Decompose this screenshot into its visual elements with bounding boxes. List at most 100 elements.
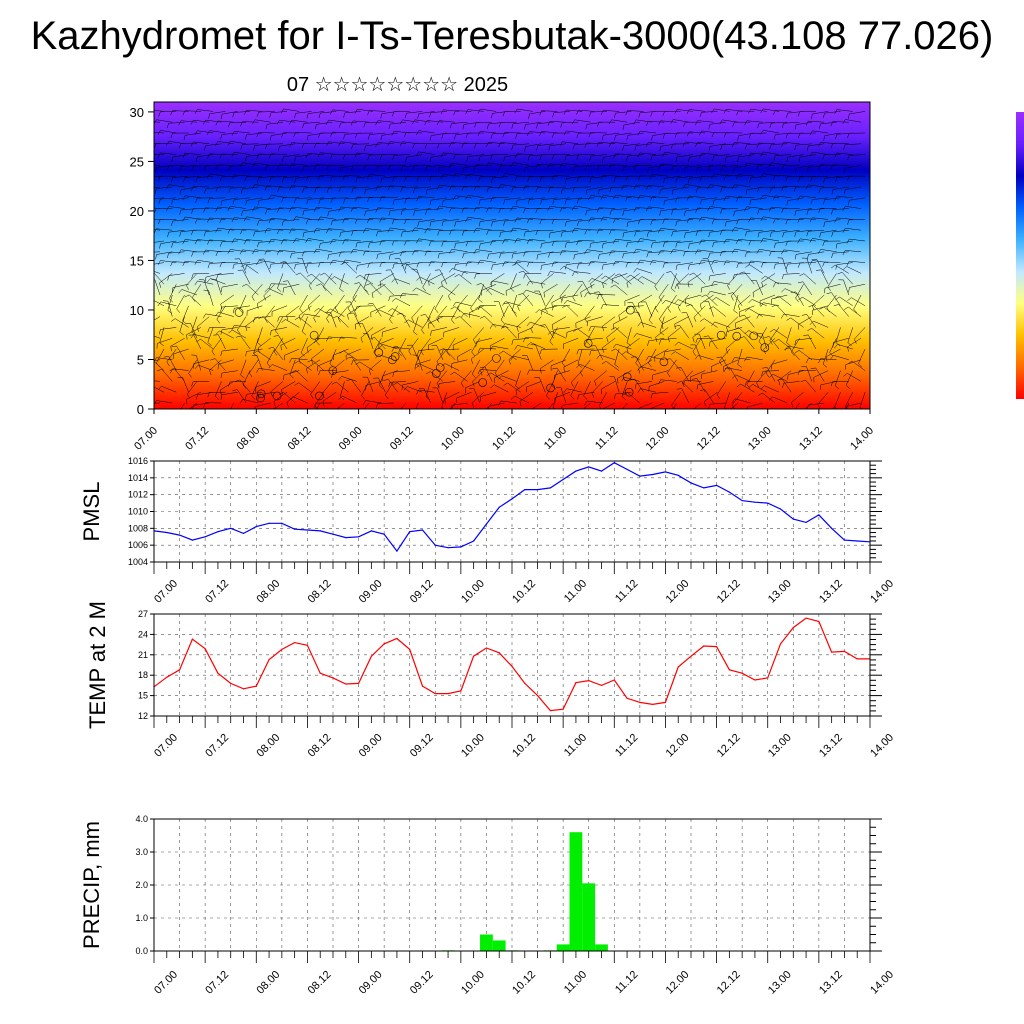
wind-barb [654,348,669,357]
wind-barb-flag [437,167,440,173]
wind-barb [469,305,484,313]
wind-barb [769,327,780,341]
wind-barb-flag [215,186,219,192]
wind-barb-flag [535,230,538,236]
wind-barb [344,197,361,200]
wind-barb [283,392,296,404]
temp-2m-point [396,637,398,640]
wind-barb [574,165,591,167]
wind-barb [611,250,628,253]
wind-barb-flag [612,239,616,244]
wind-barb-flag [192,297,196,302]
wind-barb [847,373,862,382]
wind-barb-flag [723,260,727,266]
wind-barb [504,173,521,177]
wind-barb-flag [584,142,588,148]
wind-barb-flag [613,393,616,399]
wind-barb-flag [637,195,641,200]
x-tick-label: 07.12 [203,969,231,997]
x-tick-label: 14.00 [868,969,896,997]
wind-barb-flag [347,356,353,359]
wind-barb [156,119,173,123]
wind-barb-flag [625,175,628,181]
wind-barb [267,185,284,188]
wind-barb [739,305,755,312]
wind-barb-flag [637,322,641,327]
wind-barb-flag [527,369,530,375]
wind-barb-flag [564,155,567,161]
calm-circle [749,331,759,341]
wind-barb-flag [363,288,368,292]
wind-barb [746,370,755,385]
wind-barb-flag [354,196,358,202]
wind-barb [553,175,570,177]
wind-barb [693,272,706,285]
wind-barb-flag [206,173,210,179]
wind-barb-flag [614,364,619,368]
wind-barb-flag [760,130,764,135]
pmsl-point [217,531,219,533]
wind-barb-flag [612,343,617,349]
wind-barb [771,359,788,365]
wind-barb [271,218,288,220]
wind-barb-flag [188,334,194,336]
x-tick-label: 11.12 [613,732,640,759]
wind-barb [590,326,607,328]
temp-2m-point [217,672,219,674]
wind-barb [437,387,444,404]
wind-barb-flag [392,382,398,386]
wind-barb [332,109,349,112]
wind-barb [812,294,825,306]
wind-barb [168,121,185,124]
wind-barb [278,335,288,350]
wind-barb-flag [379,154,382,160]
wind-barb [272,364,288,371]
wind-barb [616,343,632,350]
wind-barb-flag [786,264,788,270]
wind-barb-flag [364,211,366,217]
wind-barb-flag [338,206,342,212]
wind-barb-flag [823,222,825,228]
wind-barb-flag [277,187,280,193]
wind-barb [783,121,800,124]
wind-barb [529,197,546,200]
wind-barb-flag [847,200,850,206]
wind-barb [214,381,222,397]
wind-barb-flag [424,143,428,149]
wind-barb [360,327,374,338]
wind-barb-flag [302,166,305,172]
wind-barb [234,151,251,155]
wind-barb-flag [817,249,821,254]
wind-barb-flag [735,239,739,244]
wind-barb-flag [417,221,420,227]
wind-barb [623,143,640,147]
wind-barb-flag [807,328,812,332]
wind-barb-flag [462,167,465,173]
wind-barb-flag [757,232,760,238]
wind-barb-flag [794,124,797,130]
wind-barb-flag [317,216,321,222]
wind-barb-flag [142,380,144,384]
wind-barb-flag [646,252,649,258]
wind-barb [517,153,534,155]
wind-barb-flag [424,228,428,234]
wind-barb [771,294,788,300]
wind-barb-flag [362,228,366,234]
wind-barb [627,154,644,157]
wind-barb-flag [305,176,309,182]
temp-2m-point [613,679,615,681]
pmsl-point [767,502,769,504]
wind-barb-flag [633,119,637,125]
wind-barb [660,186,677,190]
wind-barb [641,276,657,285]
wind-barb [775,110,792,112]
wind-barb-flag [781,165,784,170]
wind-barb [300,338,308,353]
wind-barb [615,218,632,220]
wind-barb-flag [311,358,314,364]
wind-barb-flag [758,392,763,396]
wind-barb-flag [830,121,834,127]
wind-barb-flag [196,338,201,342]
wind-barb [316,207,333,209]
wind-barb [835,327,841,343]
